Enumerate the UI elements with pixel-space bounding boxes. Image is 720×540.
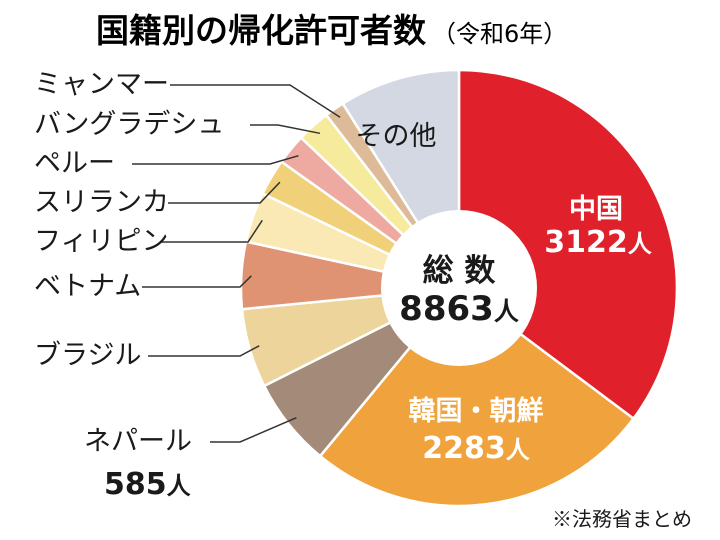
slice-value-china: 3122人 [544, 225, 652, 260]
leader-line-6 [148, 345, 260, 357]
leader-line-1 [250, 124, 321, 135]
center-label: 総 数 [423, 253, 496, 289]
leader-line-5 [142, 275, 252, 288]
leader-lines [132, 84, 341, 443]
label-myanmar: ミャンマー [34, 69, 169, 100]
slice-value-korea: 2283人 [422, 431, 530, 466]
slice-value-korea-number: 2283 [422, 431, 506, 466]
leader-line-4 [160, 219, 263, 243]
slice-label-other: その他 [356, 121, 437, 152]
label-peru: ペルー [34, 148, 115, 179]
label-nepal: ネパール [84, 426, 192, 457]
label-srilanka: スリランカ [34, 187, 169, 218]
leader-line-0 [170, 84, 341, 118]
label-philippines: フィリピン [34, 226, 168, 257]
chart-subtitle: （令和6年） [432, 20, 567, 48]
slice-value-korea-unit: 人 [506, 436, 530, 464]
label-nepal-value-number: 585 [104, 467, 167, 502]
leader-line-7 [210, 417, 297, 443]
label-vietnam: ベトナム [34, 271, 141, 302]
center-hole [381, 210, 537, 366]
leader-line-2 [132, 154, 299, 165]
center-total-value: 8863 [399, 289, 494, 329]
slice-value-china-number: 3122 [544, 225, 628, 260]
pie-slice-0 [457, 68, 679, 421]
source-note: ※法務省まとめ [552, 507, 692, 531]
leader-line-3 [168, 181, 281, 204]
chart-title: 国籍別の帰化許可者数 [96, 11, 427, 50]
center-total-unit: 人 [494, 297, 519, 326]
center-total: 8863人 [399, 289, 519, 329]
slice-label-korea: 韓国・朝鮮 [409, 395, 544, 427]
pie-slice-1 [318, 286, 636, 508]
label-nepal-value-unit: 人 [167, 472, 191, 500]
label-bangladesh: バングラデシュ [34, 109, 224, 140]
label-nepal-value: 585人 [104, 467, 191, 502]
label-brazil: ブラジル [34, 340, 141, 371]
slice-label-china: 中国 [569, 194, 623, 225]
slice-value-china-unit: 人 [628, 230, 652, 258]
